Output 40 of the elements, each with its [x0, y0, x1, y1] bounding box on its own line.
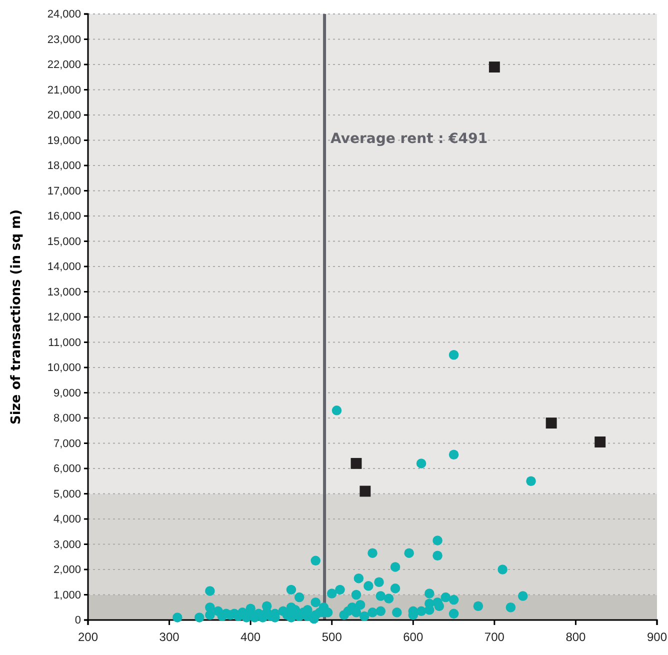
x-tick-label: 600 [403, 630, 424, 644]
y-tick-label: 15,000 [47, 236, 81, 248]
point [594, 436, 606, 448]
point [488, 62, 500, 72]
y-tick-label: 2,000 [53, 564, 81, 576]
x-tick-label: 700 [484, 630, 505, 644]
y-tick-label: 16,000 [47, 210, 81, 223]
y-tick-label: 23,000 [47, 34, 81, 46]
y-tick-label: 7,000 [53, 438, 81, 450]
y-tick-label: 3,000 [53, 538, 81, 551]
y-tick-label: 14,000 [47, 261, 81, 274]
x-tick-label: 900 [646, 630, 668, 644]
y-tick-label: 18,000 [47, 160, 81, 172]
x-tick-label: 300 [159, 630, 180, 644]
x-tick-label: 800 [566, 630, 586, 644]
y-tick-label: 17,000 [47, 185, 81, 198]
x-tick-label: 200 [78, 630, 98, 644]
y-tick-label: 20,000 [47, 110, 81, 122]
y-tick-label: 19,000 [47, 134, 81, 147]
point [350, 458, 362, 469]
y-tick-label: 0 [74, 614, 81, 627]
point [546, 418, 557, 429]
y-tick-label: 5,000 [53, 488, 81, 500]
y-tick-label: 22,000 [47, 59, 81, 72]
y-tick-label: 9,000 [53, 387, 81, 400]
y-tick-label: 10,000 [47, 362, 81, 374]
y-tick-label: 8,000 [53, 412, 81, 425]
point [360, 486, 371, 497]
y-tick-label: 13,000 [47, 286, 81, 298]
y-tick-label: 11,000 [48, 336, 81, 349]
y-tick-label: 12,000 [47, 312, 81, 324]
y-axis-title: Size of transactions (in sq m) [9, 209, 24, 425]
y-tick-label: 6,000 [53, 463, 81, 476]
ref-line-label: Average rent : €491 [330, 130, 488, 147]
y-tick-label: 24,000 [47, 8, 81, 21]
y-tick-label: 1,000 [53, 589, 81, 602]
x-tick-label: 500 [322, 630, 342, 644]
y-tick-label: 4,000 [53, 514, 81, 526]
x-tick-label: 400 [240, 630, 261, 644]
y-tick-label: 21,000 [47, 84, 81, 96]
